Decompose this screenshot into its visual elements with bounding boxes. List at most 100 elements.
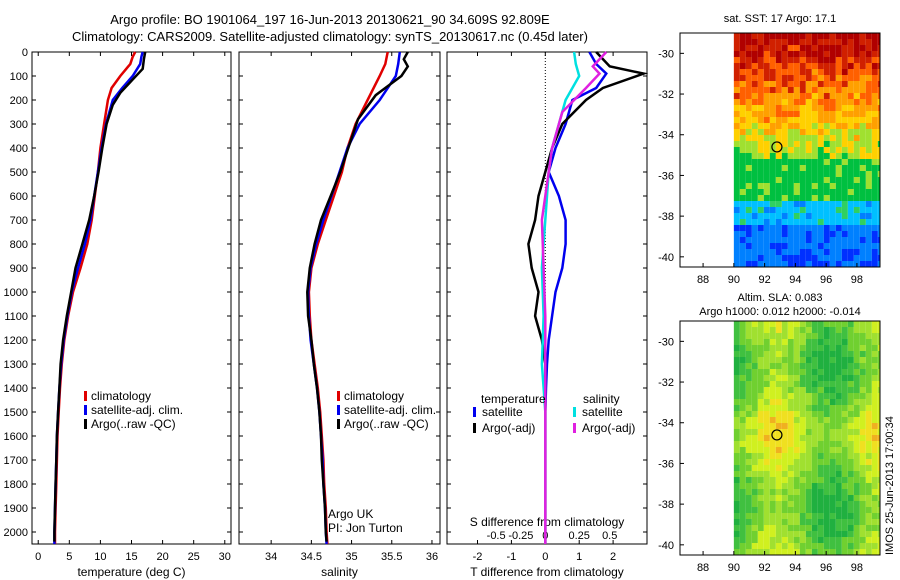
- map-cell: [811, 207, 818, 213]
- map-cell: [841, 525, 848, 531]
- map-cell: [817, 87, 824, 93]
- map-cell: [799, 63, 806, 69]
- map-cell: [769, 87, 776, 93]
- map-cell: [817, 411, 824, 417]
- map-cell: [781, 111, 788, 117]
- map-cell: [799, 525, 806, 531]
- map-cell: [733, 447, 740, 453]
- map-cell: [787, 435, 794, 441]
- map-cell: [769, 441, 776, 447]
- map-cell: [745, 237, 752, 243]
- map-cell: [763, 51, 770, 57]
- map-cell: [757, 75, 764, 81]
- map-cell: [757, 375, 764, 381]
- map-cell: [829, 147, 836, 153]
- map-cell: [811, 369, 818, 375]
- map-cell: [799, 381, 806, 387]
- map-cell: [823, 321, 830, 327]
- map-cell: [775, 231, 782, 237]
- map-cell: [757, 69, 764, 75]
- map-cell: [847, 153, 854, 159]
- map-cell: [739, 489, 746, 495]
- map-cell: [793, 45, 800, 51]
- map-y-tick-label: -38: [658, 211, 674, 223]
- map-cell: [799, 327, 806, 333]
- map-cell: [781, 63, 788, 69]
- map-cell: [733, 423, 740, 429]
- map-cell: [739, 543, 746, 549]
- map-cell: [787, 237, 794, 243]
- map-cell: [841, 381, 848, 387]
- map-cell: [859, 99, 866, 105]
- map-cell: [799, 363, 806, 369]
- map-cell: [853, 99, 860, 105]
- map-cell: [739, 393, 746, 399]
- map-cell: [769, 183, 776, 189]
- map-cell: [745, 399, 752, 405]
- map-cell: [763, 321, 770, 327]
- map-cell: [775, 165, 782, 171]
- map-cell: [733, 201, 740, 207]
- map-cell: [757, 357, 764, 363]
- map-cell: [763, 405, 770, 411]
- map-cell: [829, 219, 836, 225]
- map-cell: [871, 81, 878, 87]
- map-cell: [841, 57, 848, 63]
- map-cell: [751, 111, 758, 117]
- map-cell: [829, 507, 836, 513]
- map-cell: [757, 393, 764, 399]
- map-cell: [793, 531, 800, 537]
- map-cell: [823, 249, 830, 255]
- map-cell: [745, 363, 752, 369]
- map-cell: [847, 99, 854, 105]
- map-cell: [763, 459, 770, 465]
- map-cell: [739, 345, 746, 351]
- map-x-tick-label: 94: [789, 562, 801, 574]
- map-cell: [859, 255, 866, 261]
- map-cell: [781, 339, 788, 345]
- map-cell: [745, 147, 752, 153]
- map-cell: [745, 465, 752, 471]
- map-cell: [823, 327, 830, 333]
- map-cell: [739, 105, 746, 111]
- map-cell: [835, 99, 842, 105]
- map-cell: [787, 147, 794, 153]
- map-cell: [751, 93, 758, 99]
- map-cell: [781, 189, 788, 195]
- map-cell: [835, 129, 842, 135]
- map-cell: [769, 471, 776, 477]
- map-cell: [787, 339, 794, 345]
- map-cell: [841, 513, 848, 519]
- map-cell: [793, 159, 800, 165]
- map-cell: [763, 99, 770, 105]
- map-cell: [793, 147, 800, 153]
- map-cell: [733, 495, 740, 501]
- map-cell: [793, 243, 800, 249]
- map-cell: [793, 453, 800, 459]
- map-cell: [859, 225, 866, 231]
- map-cell: [823, 69, 830, 75]
- map-cell: [835, 411, 842, 417]
- map-cell: [811, 249, 818, 255]
- map-cell: [793, 357, 800, 363]
- map-cell: [745, 351, 752, 357]
- map-frame-1: [679, 32, 881, 268]
- map-cell: [775, 483, 782, 489]
- map-cell: [763, 207, 770, 213]
- map-cell: [871, 105, 878, 111]
- map-cell: [757, 171, 764, 177]
- map-cell: [847, 495, 854, 501]
- map-cell: [829, 213, 836, 219]
- map-cell: [865, 549, 872, 555]
- map-cell: [853, 141, 860, 147]
- map-cell: [841, 387, 848, 393]
- map-cell: [799, 171, 806, 177]
- map-cell: [763, 471, 770, 477]
- map-cell: [823, 57, 830, 63]
- map-cell: [793, 435, 800, 441]
- map-cell: [817, 327, 824, 333]
- map-cell: [859, 351, 866, 357]
- map-cell: [769, 123, 776, 129]
- map-cell: [769, 219, 776, 225]
- map-cell: [781, 129, 788, 135]
